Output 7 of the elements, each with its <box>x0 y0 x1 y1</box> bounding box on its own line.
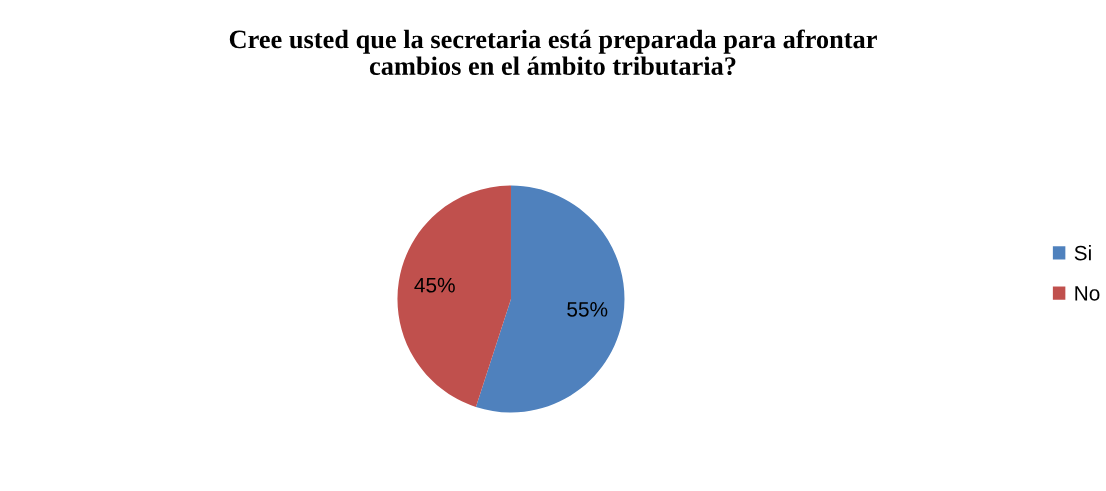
pie-slice <box>397 185 511 407</box>
legend-label: No <box>1075 286 1100 301</box>
pie-slice <box>475 185 625 413</box>
data-label: 55% <box>567 302 608 317</box>
chart-title: Cree usted que la secretaria está preparada para afrontar cambios en el ámbito tributaria? <box>229 29 877 76</box>
legend-label: Si <box>1074 245 1091 261</box>
data-label: 45% <box>414 277 455 293</box>
